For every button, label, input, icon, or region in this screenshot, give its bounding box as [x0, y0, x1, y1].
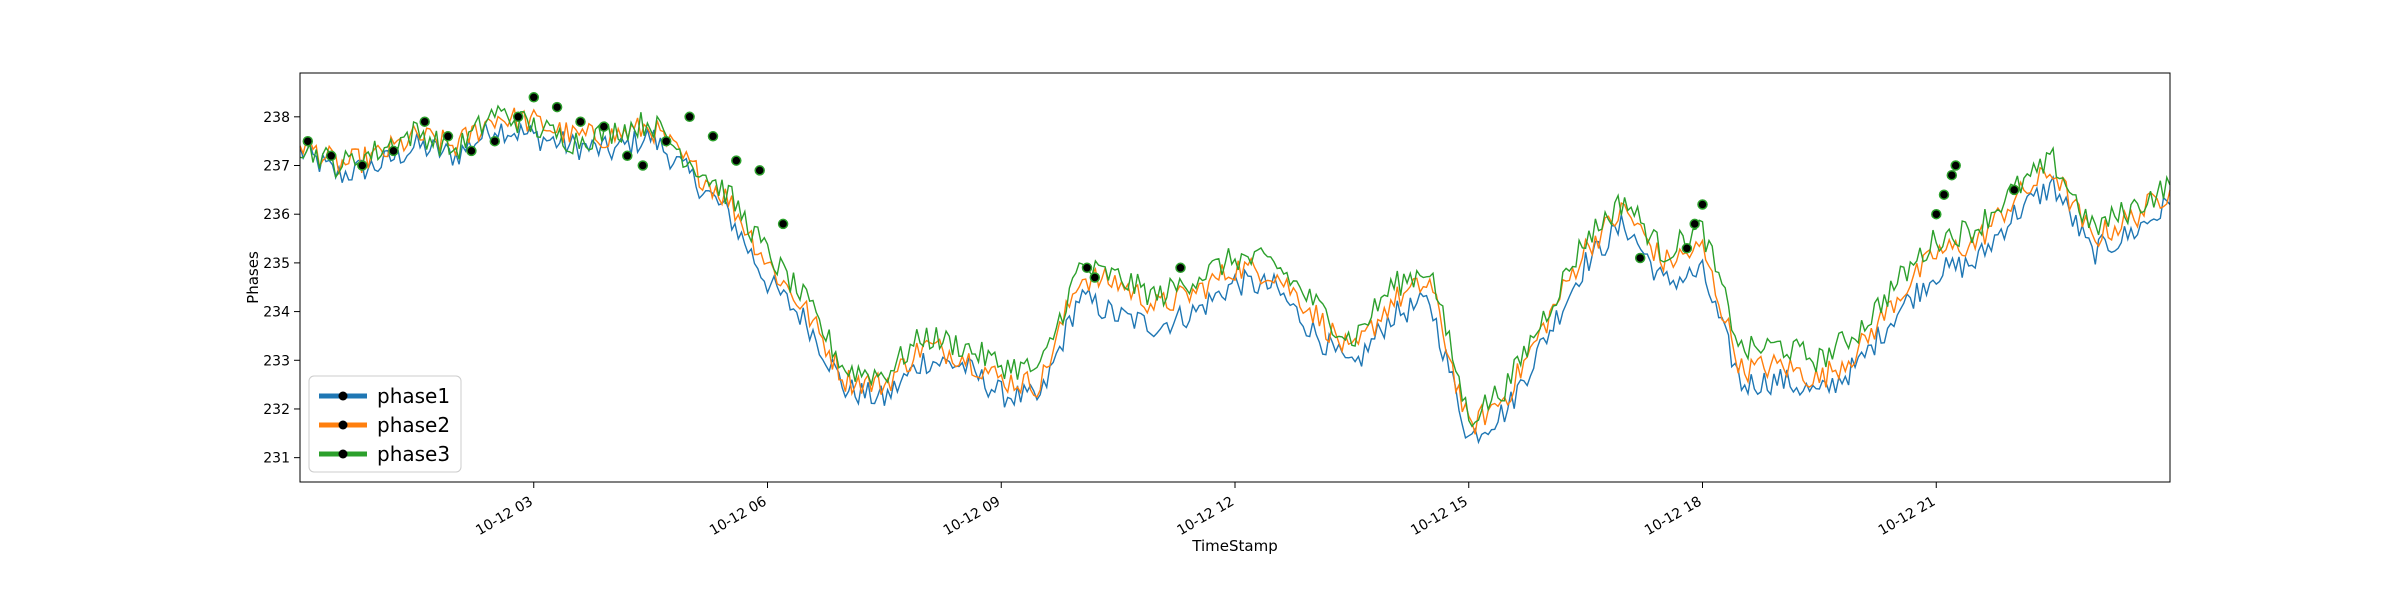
data-marker — [1931, 208, 1942, 220]
data-marker — [754, 165, 765, 176]
legend-label-phase1: phase1 — [377, 384, 450, 408]
y-axis: 231 232 233 234 235 236 237 238 — [263, 110, 300, 467]
data-marker — [2008, 184, 2020, 196]
data-marker — [684, 111, 695, 123]
data-marker — [325, 150, 337, 162]
x-axis: 10-12 03 10-12 06 10-12 09 10-12 12 10-12 15… — [473, 482, 1938, 539]
x-tick-label: 10-12 15 — [1408, 494, 1471, 539]
legend-marker-phase3 — [338, 449, 348, 459]
y-tick-label: 237 — [263, 159, 290, 175]
data-marker — [528, 92, 540, 103]
data-marker — [551, 101, 563, 113]
y-tick-label: 236 — [263, 207, 290, 223]
data-marker — [1634, 252, 1646, 264]
x-tick-label: 10-12 09 — [941, 494, 1004, 539]
data-marker — [1946, 169, 1958, 181]
y-tick-label: 232 — [263, 402, 290, 418]
x-tick-label: 10-12 03 — [473, 494, 536, 539]
data-marker — [1681, 243, 1693, 254]
data-marker — [1081, 262, 1093, 274]
data-marker — [388, 145, 399, 157]
x-tick-label: 10-12 21 — [1876, 494, 1939, 539]
data-marker — [598, 121, 610, 132]
series-layer — [299, 104, 2171, 445]
y-tick-label: 233 — [263, 353, 290, 369]
y-tick-label: 234 — [263, 305, 290, 321]
data-marker — [622, 150, 633, 162]
marker-layer — [302, 92, 2020, 283]
data-marker — [357, 160, 368, 171]
y-tick-label: 231 — [263, 451, 290, 467]
x-tick-label: 10-12 18 — [1642, 494, 1705, 539]
series-line-phase3 — [299, 104, 2171, 428]
data-marker — [466, 145, 477, 157]
data-marker — [1175, 262, 1186, 274]
legend-marker-phase1 — [338, 391, 348, 401]
data-marker — [707, 131, 719, 142]
legend-box — [308, 375, 462, 473]
data-marker — [637, 160, 649, 171]
data-marker — [442, 131, 454, 142]
series-line-phase1 — [299, 121, 2171, 445]
data-marker — [1697, 199, 1708, 210]
data-marker — [575, 116, 586, 127]
series-line-phase2 — [299, 107, 2171, 435]
y-tick-label: 238 — [263, 110, 290, 126]
data-marker — [1089, 272, 1101, 283]
data-marker — [777, 218, 789, 230]
data-marker — [1950, 160, 1961, 171]
legend-label-phase3: phase3 — [377, 442, 450, 466]
legend-marker-phase2 — [338, 420, 348, 430]
data-marker — [731, 155, 742, 166]
data-marker — [302, 135, 314, 147]
x-axis-title: TimeStamp — [1191, 537, 1277, 555]
data-marker — [489, 135, 501, 147]
data-marker — [512, 111, 524, 123]
data-marker — [419, 116, 430, 127]
x-tick-label: 10-12 06 — [707, 494, 770, 539]
data-marker — [1689, 218, 1700, 230]
y-tick-label: 235 — [263, 256, 290, 272]
legend-label-phase2: phase2 — [377, 413, 450, 437]
data-marker — [660, 135, 672, 147]
legend: phase1 phase2 phase3 — [308, 375, 462, 473]
x-tick-label: 10-12 12 — [1174, 494, 1237, 539]
data-marker — [1938, 189, 1950, 200]
y-axis-title: Phases — [244, 251, 262, 304]
